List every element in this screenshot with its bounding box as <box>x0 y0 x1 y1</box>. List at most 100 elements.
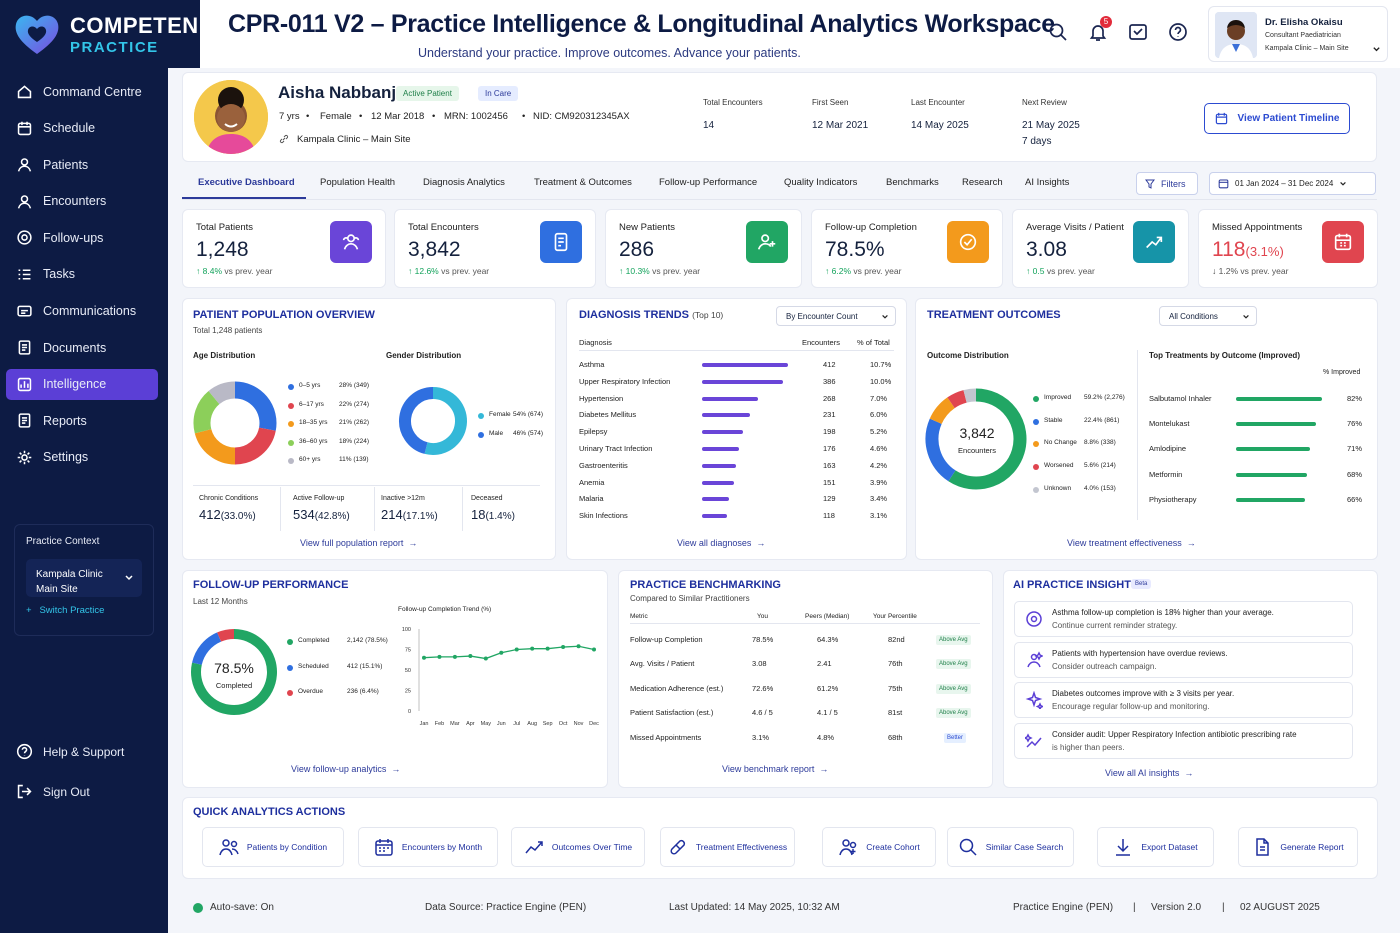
improved-heading: % Improved <box>1323 369 1361 376</box>
kpi-value: 3,842 <box>408 238 461 262</box>
calendar-icon <box>1334 233 1352 251</box>
ai-insight-item[interactable]: Diabetes outcomes improve with ≥ 3 visit… <box>1014 682 1353 718</box>
user-menu[interactable]: Dr. Elisha Okaisu Consultant Paediatrici… <box>1208 6 1388 62</box>
brand-sub: PRACTICE <box>70 38 159 56</box>
ai-insight-item[interactable]: Patients with hypertension have overdue … <box>1014 641 1353 678</box>
sidebar-item-command-centre[interactable]: Command Centre <box>6 76 158 107</box>
legend-dot <box>288 402 294 409</box>
brand-logo[interactable]: COMPETEN PRACTICE <box>0 0 200 68</box>
tab-quality-indicators[interactable]: Quality Indicators <box>784 177 858 188</box>
kpi-card[interactable]: Average Visits / Patient 3.08 ↑ 0.5 vs pre… <box>1012 209 1189 288</box>
inbox-icon <box>1129 24 1147 40</box>
outcome-center-label: Encounters <box>958 446 996 455</box>
diagnosis-sort-dropdown[interactable]: By Encounter Count <box>776 306 896 326</box>
kpi-delta-suffix: vs prev. year <box>652 266 701 276</box>
help-button[interactable] <box>1168 22 1188 42</box>
autosave-status: Auto-save: On <box>210 902 274 913</box>
x-tick-label: Sep <box>543 721 553 727</box>
sidebar-item-intelligence[interactable]: Intelligence <box>6 368 158 400</box>
bench-percentile: 68th <box>888 732 903 742</box>
kpi-card[interactable]: Follow-up Completion 78.5% ↑ 6.2% vs prev.… <box>811 209 1003 288</box>
tab-executive-dashboard[interactable]: Executive Dashboard <box>198 177 295 188</box>
tab-treatment-outcomes[interactable]: Treatment & Outcomes <box>534 177 632 188</box>
date-range-label: 01 Jan 2024 – 31 Dec 2024 <box>1235 179 1334 188</box>
tab-diagnosis-analytics[interactable]: Diagnosis Analytics <box>423 177 505 188</box>
check-circle-tile <box>947 221 989 263</box>
sign-out-link[interactable]: Sign Out <box>16 783 156 800</box>
sidebar-item-reports[interactable]: Reports <box>6 405 158 436</box>
brand-name: COMPETEN <box>70 12 199 38</box>
sidebar-item-communications[interactable]: Communications <box>6 296 158 327</box>
followup-title: FOLLOW-UP PERFORMANCE <box>193 579 349 591</box>
kpi-card[interactable]: Total Patients 1,248 ↑ 8.4% vs prev. year <box>182 209 386 288</box>
ai-insight-item[interactable]: Consider audit: Upper Respiratory Infect… <box>1014 722 1353 759</box>
followup-analytics-link[interactable]: View follow-up analytics → <box>291 764 401 774</box>
quick-action-similar-case-search[interactable]: Similar Case Search <box>947 827 1074 867</box>
switch-practice-link[interactable]: + Switch Practice <box>26 605 142 616</box>
kpi-card[interactable]: Missed Appointments 118(3.1%) ↓ 1.2% vs pr… <box>1198 209 1378 288</box>
population-report-link[interactable]: View full population report → <box>300 538 418 548</box>
ai-insights-label: View all AI insights <box>1105 768 1180 778</box>
legend-dot <box>1033 464 1039 471</box>
quick-action-generate-report[interactable]: Generate Report <box>1238 827 1358 867</box>
status-badge-in-care: In Care <box>478 86 519 101</box>
search-button[interactable] <box>1048 22 1068 42</box>
sidebar-item-settings[interactable]: Settings <box>6 442 158 473</box>
x-tick-label: Dec <box>589 721 599 727</box>
benchmark-report-link[interactable]: View benchmark report → <box>722 764 829 774</box>
pop-stat-pct: (33.0%) <box>220 511 256 522</box>
quick-action-label: Export Dataset <box>1141 842 1198 852</box>
sidebar-item-patients[interactable]: Patients <box>6 149 158 180</box>
sidebar-item-tasks[interactable]: Tasks <box>6 259 158 290</box>
diagnosis-count: 176 <box>823 444 836 453</box>
date-range-picker[interactable]: 01 Jan 2024 – 31 Dec 2024 <box>1209 172 1376 195</box>
legend-label: No Change <box>1044 439 1077 447</box>
practice-select[interactable]: Kampala Clinic Main Site <box>26 559 142 597</box>
quick-action-treatment-effectiveness[interactable]: Treatment Effectiveness <box>660 827 795 867</box>
age-slice <box>234 381 277 431</box>
quick-action-outcomes-over-time[interactable]: Outcomes Over Time <box>511 827 645 867</box>
kpi-card[interactable]: Total Encounters 3,842 ↑ 12.6% vs prev. ye… <box>394 209 596 288</box>
quick-action-encounters-by-month[interactable]: Encounters by Month <box>358 827 498 867</box>
sidebar-item-follow-ups[interactable]: Follow-ups <box>6 222 158 253</box>
quick-action-export-dataset[interactable]: Export Dataset <box>1097 827 1214 867</box>
quick-action-create-cohort[interactable]: Create Cohort <box>822 827 936 867</box>
messages-button[interactable] <box>1128 22 1148 42</box>
sidebar-item-schedule[interactable]: Schedule <box>6 113 158 144</box>
tab-population-health[interactable]: Population Health <box>320 177 395 188</box>
patient-dob: 12 Mar 2018 <box>371 111 425 122</box>
followup-card <box>182 570 608 788</box>
view-patient-timeline-button[interactable]: View Patient Timeline <box>1204 103 1350 134</box>
all-diagnoses-link[interactable]: View all diagnoses → <box>677 538 766 548</box>
data-source: Data Source: Practice Engine (PEN) <box>425 902 587 913</box>
chevron-down-icon <box>882 314 888 319</box>
tab-ai-insights[interactable]: AI Insights <box>1025 177 1070 188</box>
tab-research[interactable]: Research <box>962 177 1003 188</box>
tab-benchmarks[interactable]: Benchmarks <box>886 177 939 188</box>
help-support-link[interactable]: Help & Support <box>16 743 156 760</box>
followup-trend-chart: 100 75 50 25 0 Jan Feb Mar Apr May Jun Jul Aug Sep Oct… <box>402 627 599 727</box>
insight-text: Diabetes outcomes improve with ≥ 3 visit… <box>1052 689 1235 698</box>
pop-stat-label: Chronic Conditions <box>199 495 259 502</box>
filters-button[interactable]: Filters <box>1136 172 1198 195</box>
quick-action-patients-by-condition[interactable]: Patients by Condition <box>202 827 344 867</box>
insight-text: Consider audit: Upper Respiratory Infect… <box>1052 729 1297 739</box>
tab-follow-up-performance[interactable]: Follow-up Performance <box>659 177 758 188</box>
kpi-delta: ↑ 8.4% vs prev. year <box>196 266 273 276</box>
patient-header <box>182 72 1377 162</box>
notifications-button[interactable]: 5 <box>1088 16 1112 42</box>
bench-peers: 2.41 <box>817 659 832 669</box>
ai-insights-link[interactable]: View all AI insights → <box>1105 768 1194 778</box>
sidebar-item-encounters[interactable]: Encounters <box>6 186 158 217</box>
diagnosis-name: Urinary Tract Infection <box>579 444 653 453</box>
ai-insight-item[interactable]: Asthma follow-up completion is 18% highe… <box>1014 601 1353 637</box>
sidebar-item-documents[interactable]: Documents <box>6 332 158 363</box>
bench-peers: 4.1 / 5 <box>817 708 838 718</box>
trend-point <box>592 647 596 652</box>
condition-dropdown[interactable]: All Conditions <box>1159 306 1257 326</box>
kpi-card[interactable]: New Patients 286 ↑ 10.3% vs prev. year <box>605 209 802 288</box>
calendar-icon <box>17 121 32 135</box>
target-icon <box>1026 611 1042 627</box>
trend-up-tile <box>1133 221 1175 263</box>
treatment-effectiveness-link[interactable]: View treatment effectiveness → <box>1067 538 1196 548</box>
